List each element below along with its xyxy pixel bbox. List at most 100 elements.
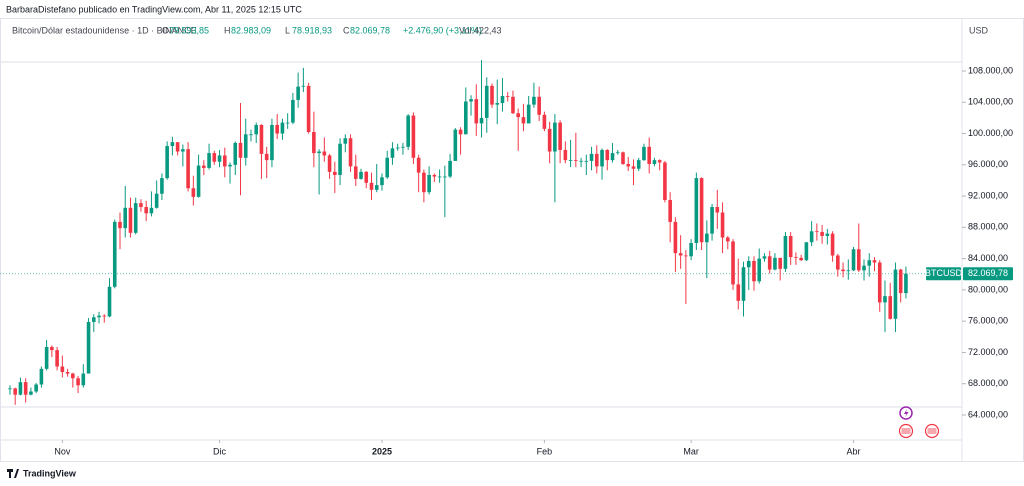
candle-body — [511, 96, 515, 114]
candle-body — [196, 165, 201, 197]
ohlc-prefix: H — [224, 25, 231, 35]
y-tick-label: 92.000,00 — [968, 190, 1008, 200]
candle-body — [71, 373, 75, 379]
candle-body — [715, 207, 720, 213]
ohlc-value: 82.069,78 — [350, 25, 390, 35]
candle-body — [65, 371, 70, 374]
event-flag-body — [901, 428, 911, 434]
candle-body — [181, 149, 185, 152]
candle-body — [673, 221, 678, 254]
brand-name: TradingView — [23, 468, 77, 478]
candle-body — [175, 142, 180, 152]
chart-frame — [0, 18, 1024, 462]
candle-body — [327, 155, 332, 172]
ohlc-prefix: L — [285, 25, 290, 35]
candle-body — [50, 346, 54, 351]
candle-body — [353, 166, 358, 179]
candle-body — [767, 256, 772, 270]
ohlc-prefix: O — [162, 25, 169, 35]
candle-body — [516, 113, 521, 118]
candle-body — [904, 273, 908, 294]
candle-body — [647, 146, 651, 165]
y-tick-label: 76.000,00 — [968, 316, 1008, 326]
candle-body — [757, 258, 762, 282]
x-tick-label: Feb — [537, 446, 553, 456]
candle-body — [856, 249, 861, 271]
candle-body — [139, 203, 143, 208]
last-price-label: 82.069,78 — [968, 268, 1008, 278]
candle-body — [359, 171, 363, 179]
candle-body — [390, 148, 395, 158]
candle-body — [710, 207, 714, 234]
candle-body — [333, 171, 337, 175]
x-tick-label: Mar — [683, 446, 699, 456]
y-tick-label: 96.000,00 — [968, 159, 1008, 169]
candle-body — [374, 185, 379, 190]
symbol-tag — [926, 267, 961, 281]
candle-body — [505, 96, 510, 97]
candle-body — [830, 233, 835, 256]
candle-body — [296, 86, 300, 100]
candle-body — [553, 122, 557, 152]
candle-body — [794, 257, 798, 258]
candle-body — [243, 134, 248, 158]
ohlc-value: 78.918,93 — [292, 25, 332, 35]
candle-body — [55, 350, 59, 367]
candle-body — [317, 151, 321, 154]
candle-body — [804, 242, 809, 261]
candle-body — [306, 85, 311, 132]
candle-body — [348, 138, 353, 167]
candle-body — [118, 221, 122, 229]
candle-body — [568, 160, 573, 161]
candle-body — [898, 269, 903, 294]
x-tick-label: 2025 — [372, 446, 392, 456]
y-tick-label: 88.000,00 — [968, 222, 1008, 232]
candle-body — [238, 142, 243, 158]
candle-body — [186, 149, 190, 189]
candle-body — [411, 115, 416, 158]
candle-body — [589, 153, 594, 161]
candle-body — [584, 160, 589, 162]
candle-body — [799, 257, 803, 261]
brand-logo: TradingView — [7, 468, 77, 478]
candle-body — [160, 178, 164, 194]
currency: USD — [969, 25, 989, 35]
ohlc-value: 79.593,85 — [169, 25, 209, 35]
candle-body — [249, 134, 253, 136]
candle-body — [605, 149, 610, 161]
instrument: Bitcoin/Dólar estadounidense · 1D · BINA… — [12, 25, 197, 35]
y-tick-label: 64.000,00 — [968, 409, 1008, 419]
candle-body — [773, 257, 777, 270]
y-tick-label: 100.000,00 — [968, 128, 1013, 138]
candle-body — [128, 207, 133, 233]
ohlc-value: 82.983,09 — [231, 25, 271, 35]
candle-body — [233, 142, 238, 165]
candle-body — [689, 242, 693, 257]
ohlc-prefix: C — [343, 25, 350, 35]
candle-body — [81, 373, 86, 386]
candle-body — [217, 155, 222, 162]
candle-body — [778, 257, 782, 269]
candle-body — [668, 199, 672, 222]
candle-body — [280, 122, 285, 134]
candle-body — [563, 149, 568, 161]
candle-body — [380, 177, 384, 186]
candle-body — [18, 382, 23, 395]
candle-body — [34, 384, 38, 392]
candle-body — [600, 149, 604, 167]
candle-body — [469, 99, 473, 102]
candle-body — [464, 101, 468, 135]
candle-body — [8, 388, 12, 390]
candle-body — [364, 171, 369, 183]
candle-body — [752, 260, 756, 282]
candle-body — [29, 391, 33, 395]
candle-body — [170, 142, 175, 147]
candle-body — [448, 160, 452, 177]
candle-body — [547, 128, 552, 152]
candle-body — [610, 153, 615, 161]
candle-body — [474, 99, 479, 124]
candle-body — [301, 85, 306, 87]
candle-body — [783, 235, 788, 269]
x-tick-label: Abr — [847, 446, 861, 456]
candle-body — [788, 235, 793, 258]
